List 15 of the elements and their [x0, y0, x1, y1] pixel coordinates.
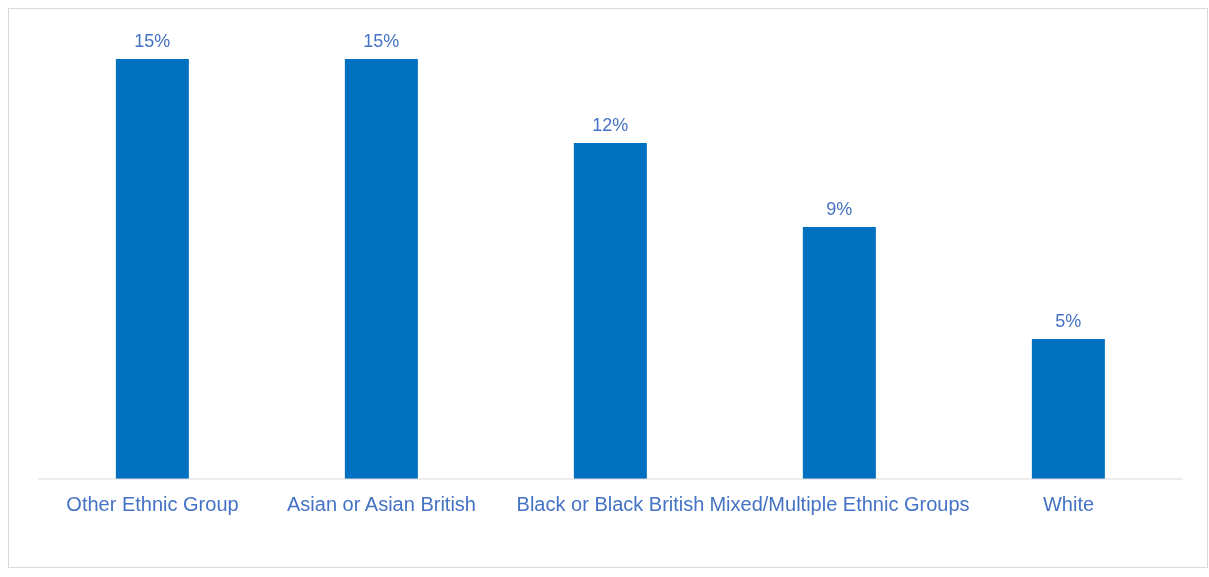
data-label: 12% — [592, 115, 629, 135]
bar — [573, 143, 647, 479]
data-label: 5% — [1055, 311, 1082, 331]
x-tick-label: Mixed/Multiple Ethnic Groups — [709, 493, 970, 516]
data-label: 15% — [363, 31, 400, 51]
x-tick-label: Asian or Asian British — [287, 493, 476, 516]
bar — [1031, 339, 1105, 479]
x-tick-label: Black or Black British — [516, 493, 705, 516]
x-tick-label: Other Ethnic Group — [66, 493, 239, 516]
bar — [344, 59, 418, 479]
bar — [802, 227, 876, 479]
data-label: 9% — [826, 199, 853, 219]
x-tick-label: White — [1042, 493, 1095, 516]
bar — [115, 59, 189, 479]
data-label: 15% — [134, 31, 171, 51]
